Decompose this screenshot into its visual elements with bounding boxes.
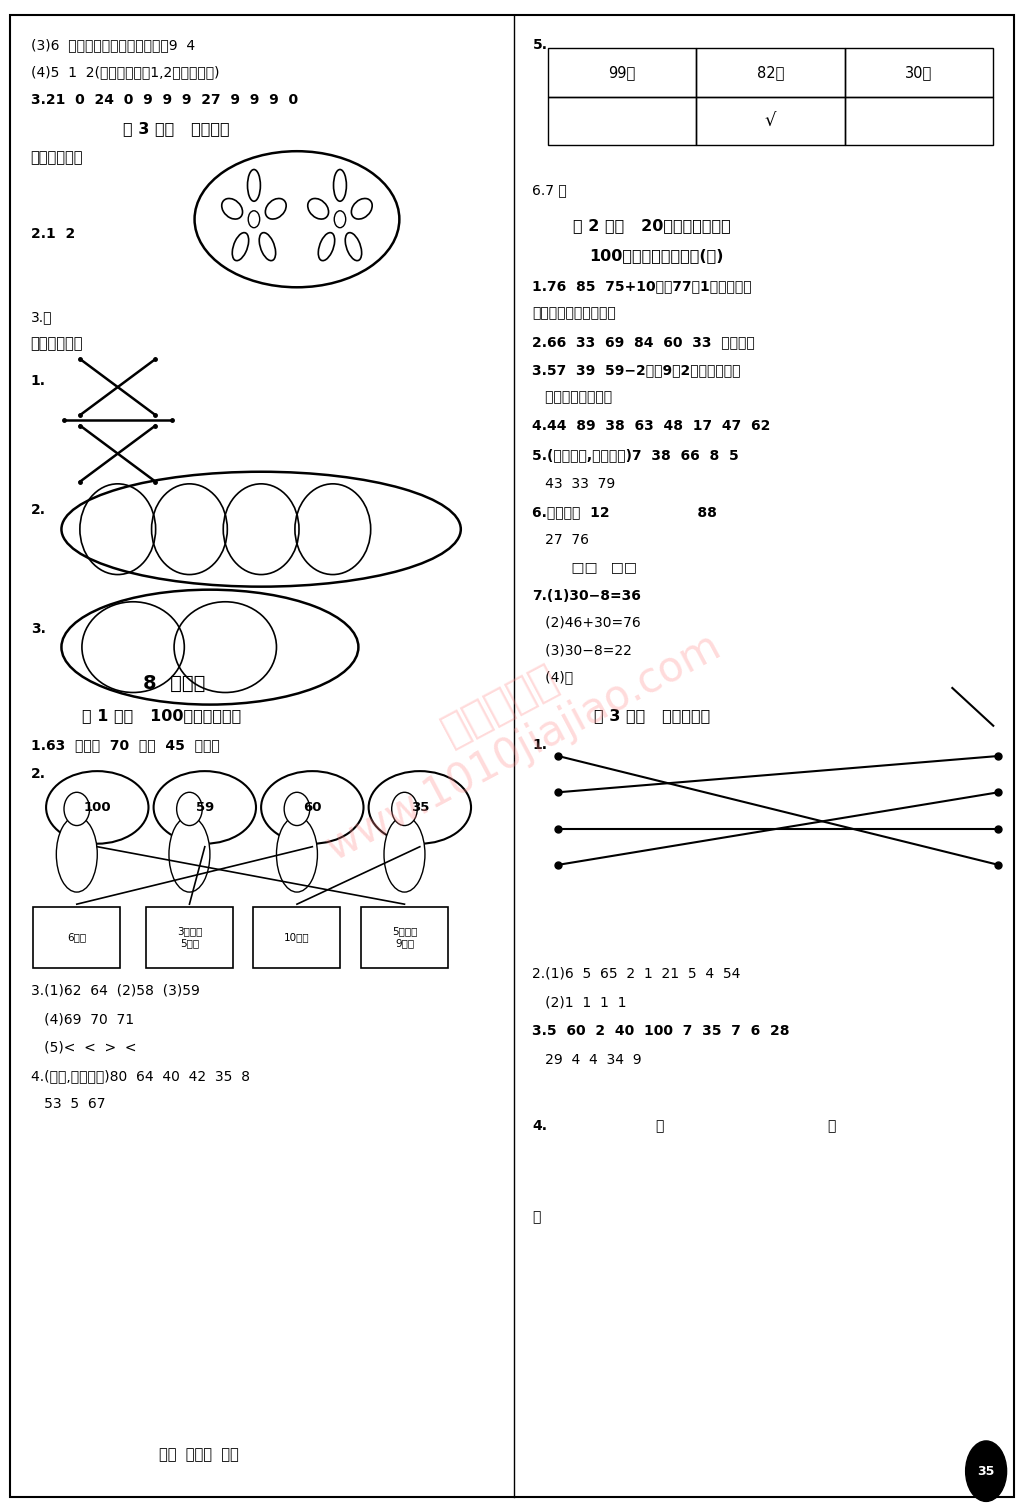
Text: 3个十和
5个一: 3个十和 5个一 <box>177 927 202 948</box>
Bar <box>33 907 121 968</box>
Text: 第 3 课时   认识人民币: 第 3 课时 认识人民币 <box>594 708 711 723</box>
Text: 2.1  2: 2.1 2 <box>31 227 75 242</box>
Text: (3)30−8=22: (3)30−8=22 <box>532 643 633 658</box>
Circle shape <box>966 1441 1007 1501</box>
Text: 加，因为都在十位上。: 加，因为都在十位上。 <box>532 305 616 321</box>
Text: 4.(竖排,由下向上)80  64  40  42  35  8: 4.(竖排,由下向上)80 64 40 42 35 8 <box>31 1069 250 1084</box>
Text: 和: 和 <box>655 1119 664 1134</box>
Text: 【课后练习】: 【课后练习】 <box>31 336 83 351</box>
Text: 53  5  67: 53 5 67 <box>31 1096 105 1111</box>
Text: 2.(1)6  5  65  2  1  21  5  4  54: 2.(1)6 5 65 2 1 21 5 4 54 <box>532 966 740 981</box>
Text: 82元: 82元 <box>757 65 784 80</box>
Text: 60: 60 <box>303 801 322 813</box>
Ellipse shape <box>56 816 97 892</box>
Text: 5.: 5. <box>532 38 548 53</box>
Ellipse shape <box>284 792 309 826</box>
Ellipse shape <box>384 816 425 892</box>
Text: (5)<  <  >  <: (5)< < > < <box>31 1040 136 1055</box>
Bar <box>548 48 696 97</box>
Text: 2.: 2. <box>31 767 46 782</box>
Text: 5个十和
9个一: 5个十和 9个一 <box>392 927 417 948</box>
Bar <box>253 907 340 968</box>
Text: 1.: 1. <box>31 373 46 389</box>
Bar <box>845 97 993 145</box>
Text: 5.(从上到下,从左到右)7  38  66  8  5: 5.(从上到下,从左到右)7 38 66 8 5 <box>532 448 739 463</box>
Text: √: √ <box>765 112 776 130</box>
Text: 2.66  33  69  84  60  33  说一说略: 2.66 33 69 84 60 33 说一说略 <box>532 334 756 349</box>
Text: 3.(1)62  64  (2)58  (3)59: 3.(1)62 64 (2)58 (3)59 <box>31 983 200 998</box>
Text: 第 3 课时   解决问题: 第 3 课时 解决问题 <box>123 121 229 136</box>
Text: (2)1  1  1  1: (2)1 1 1 1 <box>532 995 627 1010</box>
Text: 100以内的加法和减法(一): 100以内的加法和减法(一) <box>589 248 723 263</box>
Ellipse shape <box>276 816 317 892</box>
Bar <box>361 907 449 968</box>
Text: 第 1 课时   100以内数的认识: 第 1 课时 100以内数的认识 <box>82 708 242 723</box>
Text: 第 2 课时   20以内的退位减法: 第 2 课时 20以内的退位减法 <box>573 218 731 233</box>
Ellipse shape <box>169 816 210 892</box>
Text: 29  4  4  34  9: 29 4 4 34 9 <box>532 1052 642 1067</box>
Bar <box>696 48 845 97</box>
Text: 99元: 99元 <box>608 65 636 80</box>
Text: 或: 或 <box>827 1119 836 1134</box>
Ellipse shape <box>176 792 203 826</box>
Bar <box>696 97 845 145</box>
Text: 因为都在个位上。: 因为都在个位上。 <box>532 390 612 405</box>
Text: 1.: 1. <box>532 738 548 753</box>
Text: 4.: 4. <box>532 1119 548 1134</box>
Text: 1.63  六十三  70  七十  45  四十五: 1.63 六十三 70 七十 45 四十五 <box>31 738 219 753</box>
Ellipse shape <box>391 792 418 826</box>
Text: □□   □□: □□ □□ <box>532 559 638 575</box>
Text: 43  33  79: 43 33 79 <box>532 476 615 491</box>
Text: (4)69  70  71: (4)69 70 71 <box>31 1012 134 1027</box>
Text: 【探究交流】: 【探究交流】 <box>31 150 83 165</box>
Text: 3.57  39  59−2中的9和2可以直接减，: 3.57 39 59−2中的9和2可以直接减， <box>532 363 741 378</box>
Text: 6.说一说略  12                  88: 6.说一说略 12 88 <box>532 505 718 520</box>
Text: (3)6  后两空答案不唯一。例如：9  4: (3)6 后两空答案不唯一。例如：9 4 <box>31 38 195 53</box>
Text: 35: 35 <box>411 801 429 813</box>
Bar <box>145 907 232 968</box>
Text: 27  76: 27 76 <box>532 532 590 547</box>
Bar <box>548 97 696 145</box>
Text: 和: 和 <box>532 1210 541 1225</box>
Text: 7.(1)30−8=36: 7.(1)30−8=36 <box>532 588 641 603</box>
Text: 10个十: 10个十 <box>284 933 310 942</box>
Text: 3.5  60  2  40  100  7  35  7  6  28: 3.5 60 2 40 100 7 35 7 6 28 <box>532 1024 790 1039</box>
Ellipse shape <box>63 792 90 826</box>
Text: 数学  一年级  下册: 数学 一年级 下册 <box>159 1447 239 1462</box>
Text: (4)5  1  2(最后一个图中1,2可交换位置): (4)5 1 2(最后一个图中1,2可交换位置) <box>31 65 219 80</box>
Text: 精英家教网
www.1010jiajiao.com: 精英家教网 www.1010jiajiao.com <box>296 582 728 869</box>
Text: 30元: 30元 <box>905 65 933 80</box>
Text: 6.7 瓶: 6.7 瓶 <box>532 183 567 198</box>
Text: 4.44  89  38  63  48  17  47  62: 4.44 89 38 63 48 17 47 62 <box>532 419 771 434</box>
Text: 3.: 3. <box>31 621 46 637</box>
Bar <box>845 48 993 97</box>
Text: 8  总复习: 8 总复习 <box>143 674 206 692</box>
Text: (4)略: (4)略 <box>532 670 573 685</box>
Text: 35: 35 <box>978 1465 994 1477</box>
Text: 3.略: 3.略 <box>31 310 52 325</box>
Text: 59: 59 <box>196 801 214 813</box>
Text: 6个十: 6个十 <box>68 933 86 942</box>
Text: 100: 100 <box>84 801 111 813</box>
Text: (2)46+30=76: (2)46+30=76 <box>532 615 641 631</box>
Text: 2.: 2. <box>31 502 46 517</box>
Text: 3.21  0  24  0  9  9  9  27  9  9  9  0: 3.21 0 24 0 9 9 9 27 9 9 9 0 <box>31 92 298 107</box>
Text: 1.76  85  75+10中皇77和1可以直接相: 1.76 85 75+10中皇77和1可以直接相 <box>532 278 752 293</box>
